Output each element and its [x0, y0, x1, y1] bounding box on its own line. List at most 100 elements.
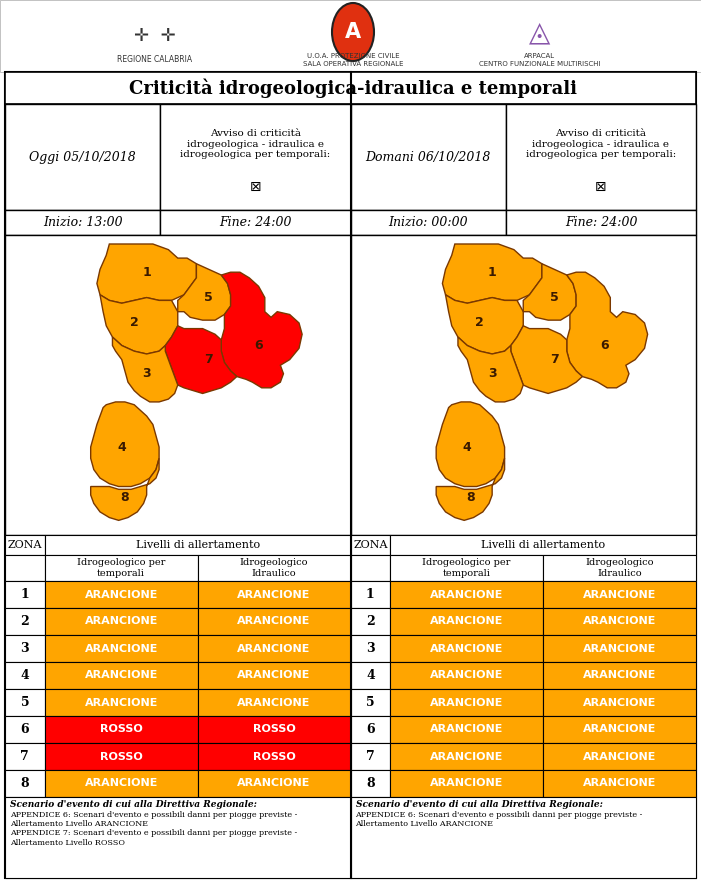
Text: 7: 7 [20, 750, 29, 763]
Text: ROSSO: ROSSO [252, 751, 295, 762]
Text: ARANCIONE: ARANCIONE [583, 616, 656, 627]
Bar [198, 608, 350, 635]
Text: ARANCIONE: ARANCIONE [430, 751, 503, 762]
Polygon shape [165, 325, 237, 394]
Bar [5, 716, 45, 743]
Bar [198, 689, 350, 716]
Bar [198, 581, 350, 608]
Bar [5, 210, 161, 235]
Polygon shape [436, 459, 505, 520]
Text: ARANCIONE: ARANCIONE [238, 670, 311, 680]
Text: 6: 6 [600, 339, 608, 352]
Text: ARANCIONE: ARANCIONE [85, 616, 158, 627]
Bar [198, 635, 350, 662]
Text: 7: 7 [205, 353, 213, 366]
Text: Fine: 24:00: Fine: 24:00 [565, 216, 637, 229]
Text: A: A [345, 22, 361, 42]
Text: Oggi 05/10/2018: Oggi 05/10/2018 [29, 150, 136, 164]
Text: ZONA: ZONA [8, 540, 42, 550]
Text: 5: 5 [20, 696, 29, 709]
Text: ARANCIONE: ARANCIONE [85, 644, 158, 653]
Text: 8: 8 [466, 492, 475, 504]
Bar [0, 0, 701, 72]
Bar [390, 555, 543, 581]
Polygon shape [511, 325, 583, 394]
Bar [390, 662, 543, 689]
Text: 3: 3 [488, 367, 496, 380]
Text: ARANCIONE: ARANCIONE [430, 616, 503, 627]
Bar [5, 608, 45, 635]
Bar [390, 608, 543, 635]
Bar [45, 770, 198, 797]
Polygon shape [100, 295, 178, 354]
Text: REGIONE CALABRIA: REGIONE CALABRIA [118, 55, 193, 65]
Text: ARANCIONE: ARANCIONE [430, 644, 503, 653]
Text: 8: 8 [121, 492, 129, 504]
Polygon shape [523, 264, 576, 320]
Bar [390, 535, 696, 555]
Bar [45, 689, 198, 716]
Text: 4: 4 [117, 441, 126, 453]
Text: 2: 2 [20, 615, 29, 628]
Polygon shape [97, 244, 196, 303]
Text: APPENDICE 6: Scenari d'evento e possibili danni per piogge previste -
Allertamen: APPENDICE 6: Scenari d'evento e possibil… [355, 811, 643, 829]
Bar [543, 716, 696, 743]
Text: ROSSO: ROSSO [252, 725, 295, 734]
Bar [5, 581, 45, 608]
Bar [543, 555, 696, 581]
Bar [45, 743, 198, 770]
Polygon shape [112, 337, 178, 402]
Text: Criticità idrogeologica-idraulica e temporali: Criticità idrogeologica-idraulica e temp… [129, 78, 577, 98]
Bar [506, 210, 696, 235]
Text: ARANCIONE: ARANCIONE [430, 725, 503, 734]
Text: ARANCIONE: ARANCIONE [85, 698, 158, 708]
Bar [543, 581, 696, 608]
Bar [350, 716, 390, 743]
Text: ARANCIONE: ARANCIONE [430, 698, 503, 708]
Text: ARANCIONE: ARANCIONE [583, 644, 656, 653]
Polygon shape [436, 402, 505, 486]
Text: 4: 4 [20, 669, 29, 682]
Bar [350, 210, 506, 235]
Text: ARANCIONE: ARANCIONE [583, 589, 656, 599]
Text: ◬: ◬ [529, 18, 551, 46]
Text: ARANCIONE: ARANCIONE [238, 779, 311, 789]
Text: ARANCIONE: ARANCIONE [583, 779, 656, 789]
Text: 4: 4 [463, 441, 472, 453]
Text: Inizio: 13:00: Inizio: 13:00 [43, 216, 123, 229]
Polygon shape [178, 264, 231, 320]
Bar [198, 555, 350, 581]
Bar [5, 689, 45, 716]
Polygon shape [567, 272, 648, 388]
Text: ARANCIONE: ARANCIONE [85, 779, 158, 789]
Text: Idrogeologico per
temporali: Idrogeologico per temporali [423, 558, 511, 578]
Text: 2: 2 [475, 316, 484, 330]
Bar [350, 608, 390, 635]
Text: 7: 7 [366, 750, 375, 763]
Text: 1: 1 [142, 266, 151, 278]
Polygon shape [90, 402, 159, 486]
Text: Domani 06/10/2018: Domani 06/10/2018 [365, 150, 491, 164]
Text: ARANCIONE: ARANCIONE [583, 698, 656, 708]
Text: 7: 7 [550, 353, 559, 366]
Bar [45, 608, 198, 635]
Bar [350, 662, 390, 689]
Bar [390, 716, 543, 743]
Bar [390, 581, 543, 608]
Polygon shape [90, 459, 159, 520]
Bar [45, 555, 198, 581]
Text: ARANCIONE: ARANCIONE [238, 698, 311, 708]
Bar [5, 797, 350, 878]
Text: ARANCIONE: ARANCIONE [583, 670, 656, 680]
Text: 6: 6 [20, 723, 29, 736]
Text: 5: 5 [550, 291, 559, 304]
Bar [5, 635, 45, 662]
Text: ROSSO: ROSSO [100, 725, 142, 734]
Text: ✛  ✛: ✛ ✛ [134, 27, 176, 45]
Text: 3: 3 [20, 642, 29, 655]
Bar [350, 689, 390, 716]
Text: 8: 8 [20, 777, 29, 790]
Text: Idrogeologico
Idraulico: Idrogeologico Idraulico [585, 558, 654, 578]
Text: ARANCIONE: ARANCIONE [430, 779, 503, 789]
Text: 3: 3 [142, 367, 151, 380]
